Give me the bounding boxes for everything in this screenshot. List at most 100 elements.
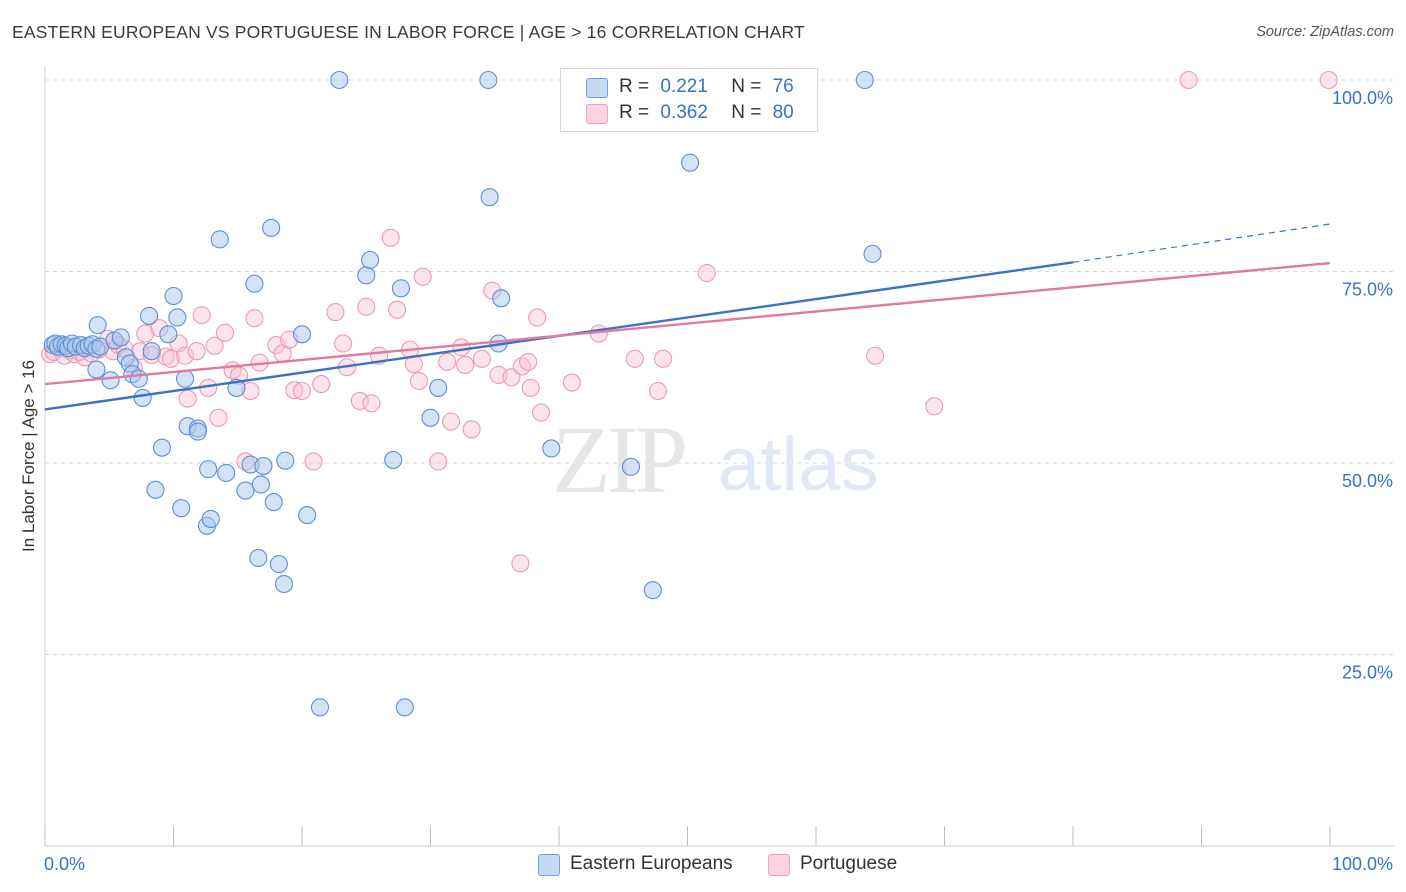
- eastern-european-point: [245, 274, 264, 293]
- eastern-european-point: [251, 475, 270, 494]
- eastern-european-point: [88, 316, 107, 335]
- portuguese-point: [654, 349, 673, 368]
- portuguese-point: [187, 342, 206, 361]
- bottom-swatch-portuguese: [768, 854, 790, 876]
- eastern-european-point: [361, 250, 380, 270]
- bottom-label-portuguese: Portuguese: [800, 853, 898, 874]
- eastern-european-point: [172, 499, 191, 518]
- eastern-european-point: [479, 70, 498, 90]
- portuguese-trend-line: [44, 261, 1331, 386]
- portuguese-point: [362, 394, 381, 413]
- portuguese-point: [512, 357, 531, 376]
- eastern-european-point: [140, 306, 159, 325]
- portuguese-point: [452, 338, 471, 357]
- portuguese-point: [456, 355, 475, 375]
- eastern-european-point: [164, 286, 183, 306]
- portuguese-point: [925, 397, 944, 416]
- legend-r-value-eastern: 0.221: [660, 76, 708, 97]
- portuguese-point: [245, 309, 264, 328]
- portuguese-point: [136, 324, 155, 343]
- portuguese-point: [304, 452, 323, 471]
- eastern-european-point: [168, 308, 187, 327]
- eastern-european-point: [159, 325, 178, 344]
- x-tick-label: 0.0%: [44, 854, 85, 874]
- y-tick-label: 25.0%: [1342, 663, 1393, 683]
- gridlines: [45, 79, 1395, 655]
- legend-r-label: R =: [619, 76, 650, 97]
- portuguese-point: [381, 228, 400, 247]
- eastern-european-point: [236, 481, 255, 500]
- legend-r-value-portuguese: 0.362: [660, 102, 708, 123]
- watermark-zip: ZIP: [552, 406, 685, 513]
- watermark-atlas: atlas: [718, 422, 879, 507]
- legend-swatch-eastern: [586, 78, 608, 98]
- eastern-european-point: [188, 422, 207, 441]
- eastern-european-point: [357, 266, 376, 285]
- eastern-european-point: [542, 439, 561, 458]
- y-tick-label: 100.0%: [1332, 88, 1393, 108]
- portuguese-point: [205, 336, 224, 355]
- portuguese-point: [519, 352, 538, 371]
- eastern-european-point: [111, 328, 130, 347]
- portuguese-point: [648, 381, 667, 401]
- legend-r-label: R =: [619, 102, 650, 123]
- eastern-european-point: [863, 244, 882, 263]
- eastern-european-point: [217, 463, 236, 483]
- eastern-european-point: [254, 457, 273, 476]
- portuguese-point: [312, 375, 331, 394]
- portuguese-point: [176, 346, 195, 365]
- eastern-european-point: [264, 493, 283, 512]
- bottom-swatch-eastern: [538, 854, 560, 876]
- eastern-european-point: [152, 438, 171, 457]
- eastern-european-point: [133, 388, 152, 407]
- eastern-european-point: [492, 289, 511, 308]
- eastern-european-point: [176, 369, 195, 388]
- eastern-european-point: [146, 480, 165, 499]
- correlation-legend: R = 0.221 N = 76 R = 0.362 N = 80: [560, 68, 818, 132]
- eastern-european-point: [429, 378, 448, 397]
- portuguese-point: [1319, 70, 1338, 90]
- eastern-european-point: [621, 457, 641, 476]
- portuguese-point: [1179, 70, 1198, 90]
- eastern-european-point: [855, 70, 874, 90]
- legend-n-label: N =: [731, 76, 762, 97]
- tick-labels: 25.0% 50.0% 75.0% 100.0% 0.0% 100.0%: [44, 88, 1393, 874]
- eastern-european-point: [249, 548, 268, 568]
- axes: [44, 66, 1395, 847]
- portuguese-point: [462, 420, 481, 439]
- bottom-label-eastern: Eastern Europeans: [570, 853, 733, 874]
- portuguese-point: [442, 412, 461, 431]
- chart-title: EASTERN EUROPEAN VS PORTUGUESE IN LABOR …: [12, 22, 805, 42]
- eastern-european-point: [101, 371, 120, 390]
- eastern-european-point: [87, 360, 106, 379]
- eastern-european-point: [292, 325, 312, 344]
- eastern-trend-extension: [1072, 223, 1331, 263]
- portuguese-point: [409, 371, 428, 391]
- eastern-european-point: [298, 506, 317, 525]
- eastern-european-point: [274, 574, 294, 594]
- eastern-european-point: [262, 218, 281, 237]
- portuguese-point: [326, 303, 345, 322]
- eastern-european-point: [480, 188, 499, 207]
- portuguese-point: [528, 308, 547, 327]
- portuguese-point: [866, 346, 885, 365]
- eastern-european-points: [43, 70, 882, 717]
- eastern-european-point: [199, 460, 218, 479]
- eastern-european-point: [276, 451, 295, 470]
- portuguese-point: [192, 306, 211, 325]
- portuguese-point: [413, 267, 432, 286]
- eastern-european-point: [310, 698, 330, 717]
- portuguese-point: [521, 378, 540, 397]
- portuguese-point: [215, 323, 234, 342]
- portuguese-points: [41, 70, 1338, 573]
- portuguese-point: [429, 452, 448, 471]
- eastern-european-point: [201, 509, 220, 528]
- y-axis-label: In Labor Force | Age > 16: [19, 360, 38, 552]
- eastern-european-point: [129, 369, 148, 388]
- x-tick-label: 100.0%: [1332, 854, 1393, 874]
- eastern-european-point: [142, 342, 161, 361]
- y-tick-label: 50.0%: [1342, 471, 1393, 491]
- portuguese-point: [388, 300, 407, 319]
- portuguese-point: [472, 349, 491, 368]
